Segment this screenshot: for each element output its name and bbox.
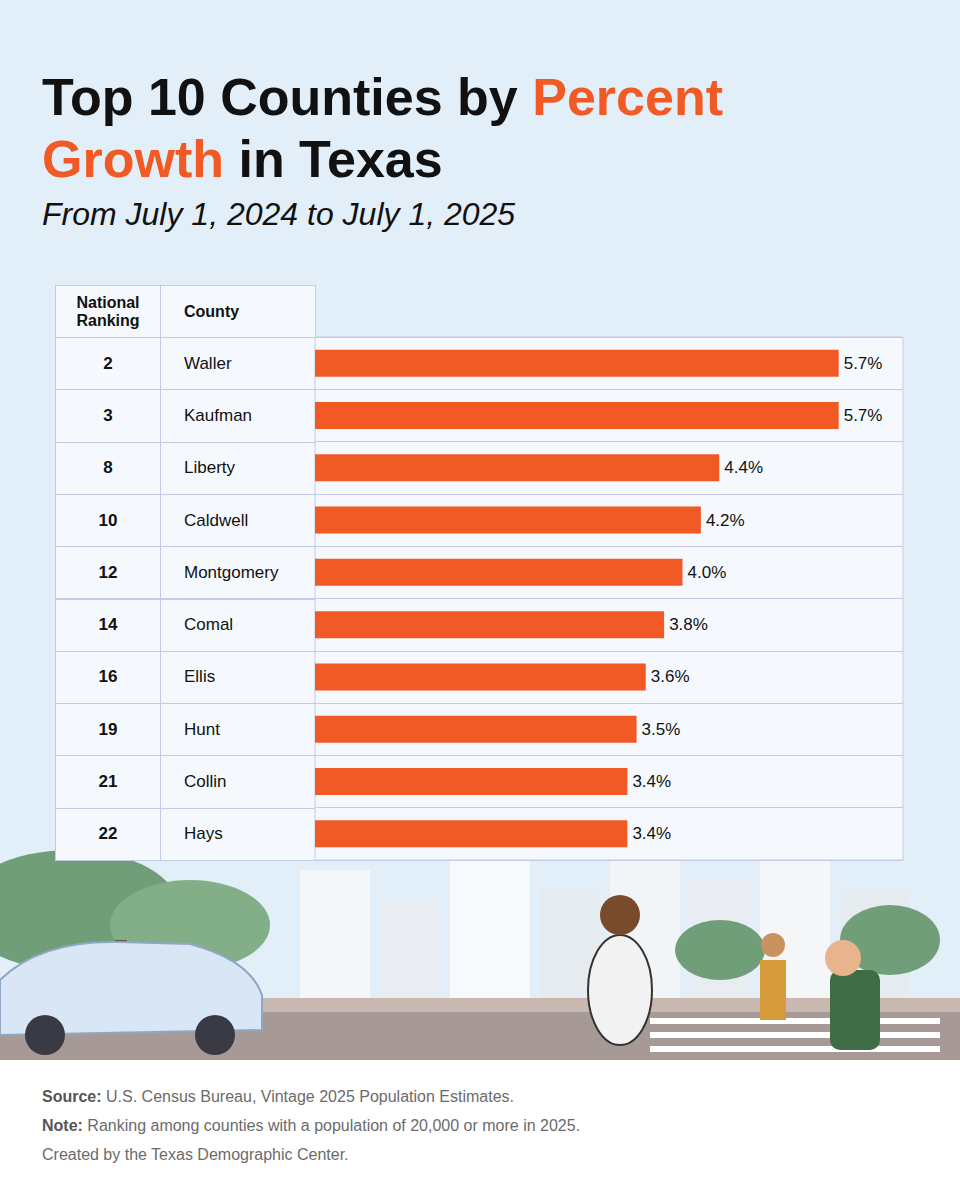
svg-text:4.0%: 4.0% <box>688 563 727 582</box>
svg-text:Ellis: Ellis <box>184 667 215 686</box>
svg-text:4.4%: 4.4% <box>724 458 763 477</box>
html-text:County: County <box>184 302 240 320</box>
html-text:8: 8 <box>103 458 113 478</box>
svg-text:Caldwell: Caldwell <box>184 511 248 530</box>
html-text:16: 16 <box>98 667 118 687</box>
svg-text:Comal: Comal <box>184 615 233 634</box>
svg-text:Kaufman: Kaufman <box>184 406 252 425</box>
html-text:19: 19 <box>98 719 118 739</box>
html-text:Source: U.S. Census Bureau, Vi: Source: U.S. Census Bureau, Vintage 2025… <box>42 1088 514 1105</box>
html-text:21: 21 <box>98 772 118 791</box>
html-text:National Ranking: National Ranking <box>76 293 140 329</box>
svg-text:Montgomery: Montgomery <box>184 563 279 582</box>
svg-text:5.7%: 5.7% <box>844 354 883 373</box>
html-text:22: 22 <box>98 824 118 844</box>
html-text:12: 12 <box>98 562 118 582</box>
svg-text:Waller: Waller <box>184 354 232 373</box>
svg-text:Hunt: Hunt <box>184 720 220 739</box>
svg-text:Hays: Hays <box>184 824 223 843</box>
svg-text:5.7%: 5.7% <box>844 406 883 425</box>
html-text:10: 10 <box>98 510 118 530</box>
svg-text:3.6%: 3.6% <box>651 667 690 686</box>
svg-text:3.4%: 3.4% <box>632 824 671 843</box>
svg-text:Liberty: Liberty <box>184 458 236 477</box>
html-text:3: 3 <box>103 405 113 425</box>
html-text:2: 2 <box>103 353 113 373</box>
svg-text:3.4%: 3.4% <box>632 772 671 791</box>
html-text:Top 10 Counties by Percent Gro: Top 10 Counties by Percent Growth in Tex… <box>42 68 723 188</box>
html-text:From July 1, 2024 to July 1, 2: From July 1, 2024 to July 1, 2025 <box>42 196 516 232</box>
svg-text:3.8%: 3.8% <box>669 615 708 634</box>
svg-text:Collin: Collin <box>184 772 227 791</box>
html-text:Created by the Texas Demograph: Created by the Texas Demographic Center. <box>42 1146 349 1163</box>
svg-text:4.2%: 4.2% <box>706 511 745 530</box>
html-text:Note: Ranking among counties w: Note: Ranking among counties with a popu… <box>42 1117 581 1134</box>
html-text:14: 14 <box>98 615 118 635</box>
svg-text:3.5%: 3.5% <box>642 720 681 739</box>
